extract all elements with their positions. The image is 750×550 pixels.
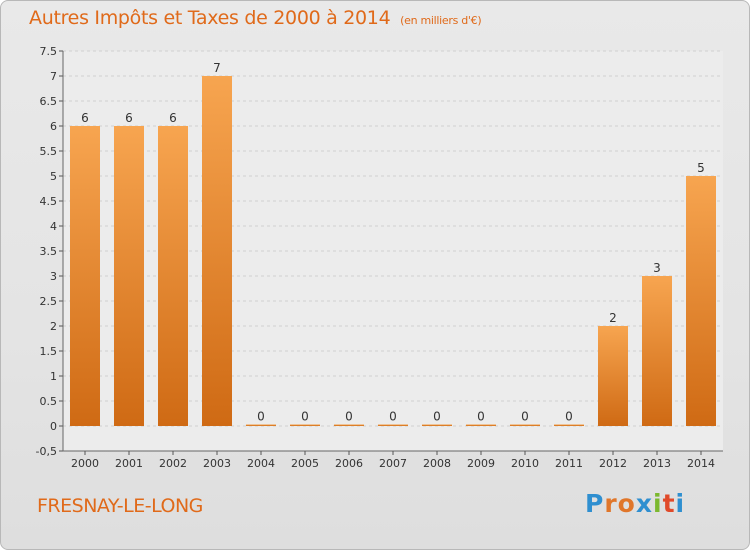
chart-title: Autres Impôts et Taxes de 2000 à 2014 (e… [29, 7, 482, 29]
data-label: 0 [565, 410, 573, 424]
bar [334, 424, 364, 426]
bar [598, 326, 628, 426]
y-tick-label: 3 [50, 270, 57, 283]
bar [378, 424, 408, 426]
y-tick-label: 6.5 [40, 95, 58, 108]
x-tick-label: 2005 [291, 457, 319, 470]
x-tick-label: 2006 [335, 457, 363, 470]
x-tick-label: 2001 [115, 457, 143, 470]
bar [202, 76, 232, 426]
y-tick-label: 1.5 [40, 345, 58, 358]
chart-title-text: Autres Impôts et Taxes de 2000 à 2014 [29, 7, 391, 29]
bar [290, 424, 320, 426]
data-label: 0 [521, 410, 529, 424]
x-tick-label: 2013 [643, 457, 671, 470]
data-label: 6 [81, 111, 89, 125]
x-tick-label: 2011 [555, 457, 583, 470]
data-label: 7 [213, 61, 221, 75]
data-label: 0 [301, 410, 309, 424]
logo-letter: P [585, 489, 605, 518]
x-tick-label: 2009 [467, 457, 495, 470]
data-label: 6 [125, 111, 133, 125]
y-tick-label: 2 [50, 320, 57, 333]
chart-subtitle: (en milliers d'€) [400, 14, 482, 27]
data-label: 5 [697, 161, 705, 175]
logo-letter: t [662, 489, 676, 518]
x-tick-label: 2010 [511, 457, 539, 470]
y-tick-label: 4 [50, 220, 57, 233]
logo-letter: o [617, 489, 636, 518]
proxiti-logo[interactable]: Proxiti [585, 489, 685, 518]
data-label: 3 [653, 261, 661, 275]
x-tick-label: 2012 [599, 457, 627, 470]
y-tick-label: 6 [50, 120, 57, 133]
x-tick-label: 2003 [203, 457, 231, 470]
logo-letter: x [635, 489, 653, 518]
logo-letter: i [675, 489, 686, 518]
x-tick-label: 2008 [423, 457, 451, 470]
y-tick-label: 4.5 [40, 195, 58, 208]
data-label: 0 [257, 410, 265, 424]
data-label: 0 [433, 410, 441, 424]
bar [114, 126, 144, 426]
bar [70, 126, 100, 426]
bar [246, 424, 276, 426]
bar [158, 126, 188, 426]
bar [466, 424, 496, 426]
data-label: 0 [345, 410, 353, 424]
data-label: 0 [389, 410, 397, 424]
data-label: 0 [477, 410, 485, 424]
y-tick-label: 2.5 [40, 295, 58, 308]
location-name: FRESNAY-LE-LONG [37, 495, 203, 517]
logo-letter: r [604, 489, 618, 518]
x-tick-label: 2002 [159, 457, 187, 470]
y-tick-label: 7 [50, 70, 57, 83]
y-tick-label: 5 [50, 170, 57, 183]
y-tick-label: 3.5 [40, 245, 58, 258]
data-label: 2 [609, 311, 617, 325]
y-tick-label: 0.5 [40, 395, 58, 408]
y-tick-label: 5.5 [40, 145, 58, 158]
bar [422, 424, 452, 426]
y-tick-label: 1 [50, 370, 57, 383]
bar [686, 176, 716, 426]
data-label: 6 [169, 111, 177, 125]
x-tick-label: 2007 [379, 457, 407, 470]
bar [510, 424, 540, 426]
y-tick-label: 7.5 [40, 45, 58, 58]
bar [554, 424, 584, 426]
x-tick-label: 2014 [687, 457, 715, 470]
y-tick-label: -0,5 [36, 445, 57, 458]
x-tick-label: 2000 [71, 457, 99, 470]
y-tick-label: 0 [50, 420, 57, 433]
bar [642, 276, 672, 426]
logo-letter: i [653, 489, 663, 518]
x-tick-label: 2004 [247, 457, 275, 470]
